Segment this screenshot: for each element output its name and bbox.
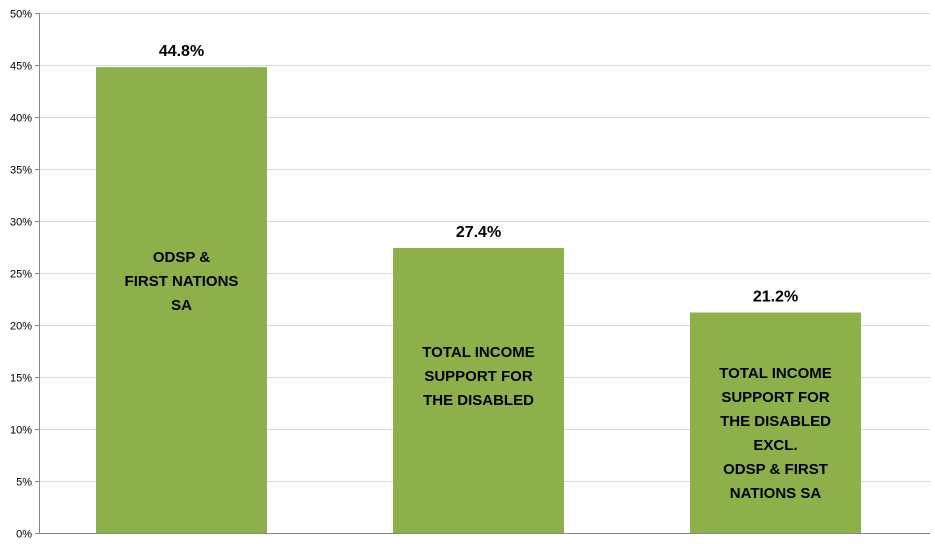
y-tick-label: 15% — [10, 373, 32, 385]
category-label-line: SA — [171, 297, 192, 314]
category-label: TOTAL INCOME SUPPORT FOR THE DISABLED — [422, 344, 535, 409]
category-label-line: TOTAL INCOME — [422, 344, 535, 361]
category-label-line: SUPPORT FOR — [721, 389, 830, 406]
y-tick-label: 40% — [10, 113, 32, 125]
bar — [393, 248, 564, 534]
category-label-line: ODSP & — [153, 249, 210, 266]
y-tick-label: 35% — [10, 165, 32, 177]
bar — [690, 312, 861, 533]
category-label-line: NATIONS SA — [730, 485, 822, 502]
data-label: 44.8% — [159, 43, 204, 60]
bar — [96, 67, 267, 533]
y-tick-label: 45% — [10, 61, 32, 73]
y-axis-ticks: 0% 5% 10% 15% 20% 25% 30% 35% 40% 45% 50% — [10, 9, 39, 541]
y-tick-label: 50% — [10, 9, 32, 21]
y-tick-label: 20% — [10, 321, 32, 333]
y-tick-label: 10% — [10, 425, 32, 437]
y-tick-label: 25% — [10, 269, 32, 281]
bars — [96, 67, 861, 534]
data-label: 27.4% — [456, 224, 501, 241]
category-label-line: THE DISABLED — [423, 392, 534, 409]
category-label-line: FIRST NATIONS — [125, 273, 239, 290]
data-label: 21.2% — [753, 289, 798, 306]
category-label: TOTAL INCOME SUPPORT FOR THE DISABLED EXCL.… — [719, 365, 832, 502]
y-tick-label: 30% — [10, 217, 32, 229]
category-label-line: TOTAL INCOME — [719, 365, 832, 382]
category-label-line: EXCL. — [753, 437, 797, 454]
category-label-line: SUPPORT FOR — [424, 368, 533, 385]
y-tick-label: 5% — [16, 477, 32, 489]
y-tick-label: 0% — [16, 529, 32, 541]
category-label-line: THE DISABLED — [720, 413, 831, 430]
category-label-line: ODSP & FIRST — [723, 461, 828, 478]
category-label: ODSP & FIRST NATIONS SA — [125, 249, 239, 314]
labels: 44.8% ODSP & FIRST NATIONS SA 27.4% TOTAL INC… — [125, 43, 832, 502]
